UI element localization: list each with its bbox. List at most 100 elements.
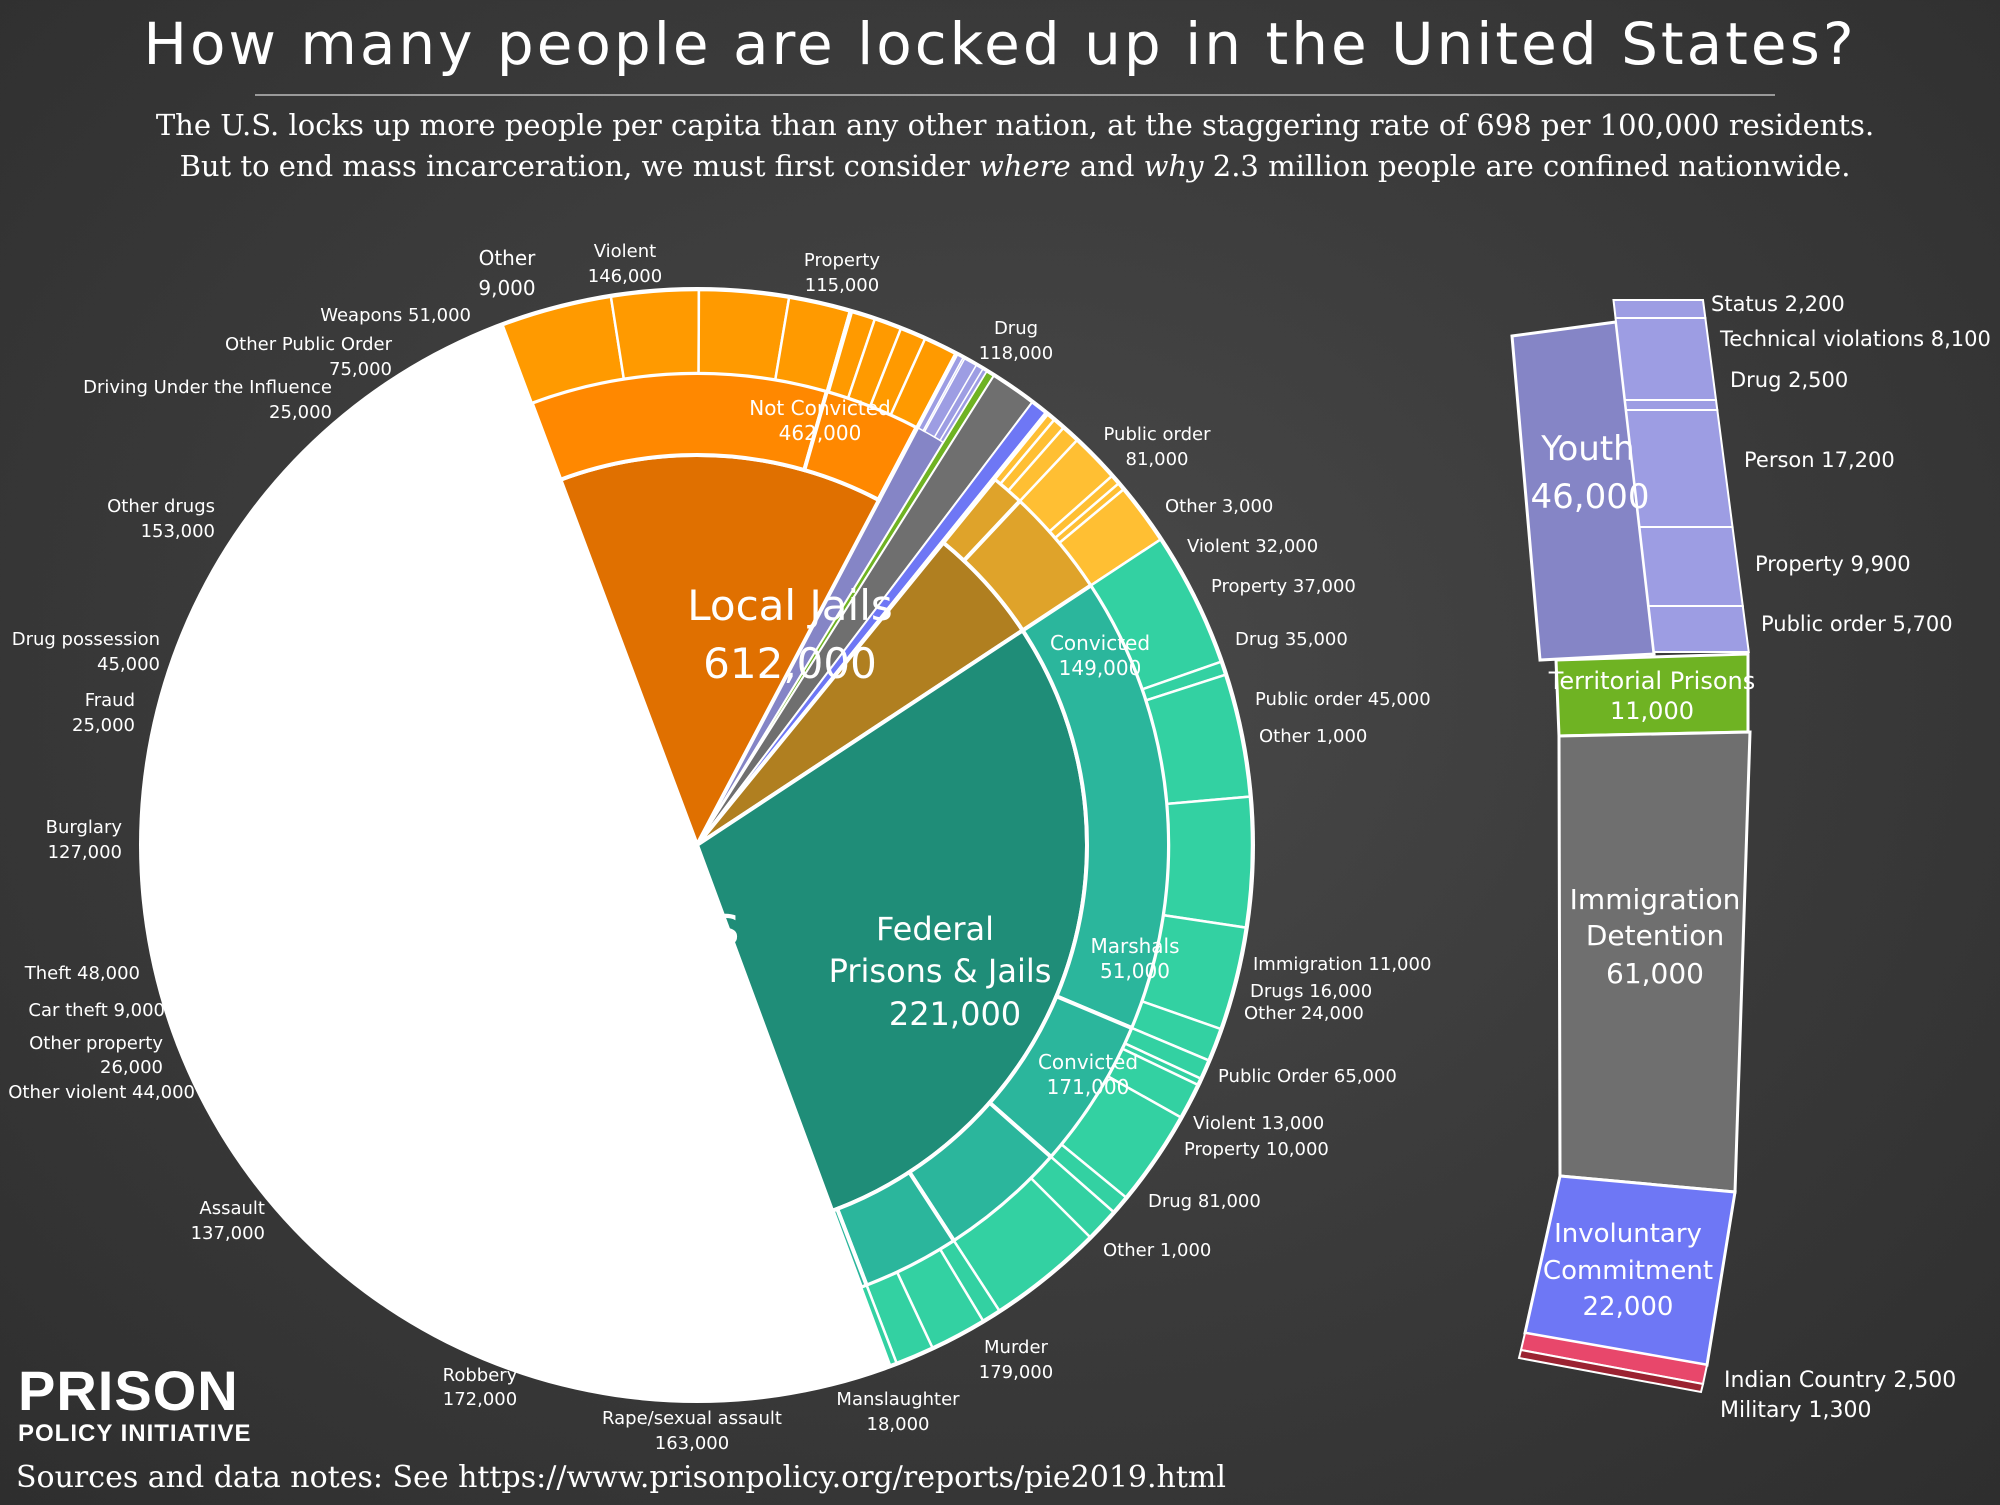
title-divider (255, 94, 1775, 96)
outer-jail-not-convicted-property (609, 288, 701, 381)
inline-label-public-order-65-000-9: Public Order 65,000 (1218, 1066, 1397, 1087)
mid-label-value-6: 51,000 (1100, 959, 1170, 983)
bar-label-involuntary-value: 22,000 (1583, 1292, 1674, 1322)
subtitle-line-1: The U.S. locks up more people per capita… (155, 108, 1875, 142)
outer-youth-public-order (939, 368, 988, 444)
bar-youth-part-drug (1623, 399, 1719, 411)
inline-label-other-24-000-8: Other 24,000 (1244, 1003, 1364, 1024)
inline-label-violent-32-000-1: Violent 32,000 (1187, 536, 1318, 557)
mid-label-value-4: 462,000 (779, 421, 862, 445)
sources-note[interactable]: Sources and data notes: See https://www.… (16, 1460, 1226, 1495)
inline-label-other-1-000-13: Other 1,000 (1103, 1240, 1211, 1261)
mid-label-value-5: 149,000 (1059, 656, 1142, 680)
chart-subtitle: The U.S. locks up more people per capita… (0, 105, 2000, 187)
label-state-prisons: State Prisons (374, 894, 740, 959)
label-federal-line1: Federal (876, 910, 994, 948)
outer-label-value-10: 25,000 (72, 715, 135, 736)
mid-label-value-7: 171,000 (1047, 1075, 1130, 1099)
outer-label-robbery-14: Robbery (443, 1365, 518, 1386)
outer-state-violent-robbery (1162, 795, 1254, 930)
mid-label-value-0: 712,000 (516, 1254, 599, 1278)
outer-label-other-0: Other (479, 246, 537, 270)
outer-label-value-3: 118,000 (979, 343, 1053, 364)
mid-label-value-2: 198,000 (259, 628, 342, 652)
inline-label-immigration-11-000-6: Immigration 11,000 (1253, 954, 1431, 975)
outer-label-other-drugs-8: Other drugs (107, 496, 215, 517)
outer-label-rape-sexual-assault-15: Rape/sexual assault (602, 1408, 782, 1429)
mid-label-violent-0: Violent (522, 1229, 592, 1253)
inline-label-other-violent-44-000-16: Other violent 44,000 (8, 1082, 195, 1103)
bar-label-youth-status: Status 2,200 (1711, 292, 1845, 316)
outer-label-burglary-11: Burglary (46, 817, 123, 838)
inline-label-property-10-000-11: Property 10,000 (1184, 1139, 1329, 1160)
outer-label-assault-13: Assault (199, 1198, 265, 1219)
label-local-jails-value: 612,000 (703, 639, 877, 688)
outer-jail-other-other (914, 352, 958, 430)
logo-subtext: POLICY INITIATIVE (18, 1420, 252, 1447)
subtitle-why: why (1143, 149, 1204, 183)
bar-youth-part-technical-violations (1614, 317, 1718, 401)
outer-label-value-12: 26,000 (100, 1057, 163, 1078)
label-federal-value: 221,000 (889, 995, 1021, 1033)
inline-label-public-order-45-000-4: Public order 45,000 (1255, 689, 1431, 710)
outer-label-value-14: 172,000 (443, 1389, 517, 1410)
outer-label-other-public-order-6: Other Public Order (225, 334, 393, 355)
mid-label-convicted-7: Convicted (1038, 1050, 1138, 1074)
subtitle-part-c: 2.3 million people are confined nationwi… (1203, 149, 1851, 183)
bar-youth-part-status (1612, 299, 1707, 319)
outer-label-fraud-10: Fraud (85, 690, 135, 711)
mid-label-not-convicted-4: Not Convicted (749, 396, 891, 420)
bar-label-immigration-value: 61,000 (1606, 957, 1704, 990)
inline-label-theft-48-000-14: Theft 48,000 (24, 963, 140, 984)
outer-label-manslaughter-16: Manslaughter (836, 1389, 960, 1410)
bar-label-immigration-line1: Immigration (1570, 883, 1741, 916)
bar-label-youth-person: Person 17,200 (1744, 448, 1895, 472)
outer-label-value-15: 163,000 (655, 1433, 729, 1454)
inline-label-drug-35-000-3: Drug 35,000 (1235, 629, 1348, 650)
bar-youth (1510, 320, 1656, 662)
outer-label-value-4: 81,000 (1126, 449, 1189, 470)
logo-wordmark: PRISON (18, 1359, 239, 1422)
outer-label-value-16: 18,000 (867, 1414, 930, 1435)
subtitle-part-a: But to end mass incarceration, we must f… (179, 149, 979, 183)
mid-label-value-3: 151,000 (424, 475, 507, 499)
outer-label-value-13: 137,000 (191, 1223, 265, 1244)
label-federal-line2: Prisons & Jails (829, 952, 1052, 990)
bar-label-indian-country: Indian Country 2,500 (1724, 1368, 1956, 1393)
mid-label-public-order-3: Public Order (404, 450, 527, 474)
outer-label-value-17: 179,000 (979, 1362, 1053, 1383)
outer-label-value-9: 45,000 (97, 654, 160, 675)
outer-label-other-property-12: Other property (29, 1033, 163, 1054)
mid-label-drug-2: Drug (276, 603, 325, 627)
mid-label-property-1: Property (213, 873, 298, 897)
outer-state-other-other (859, 1283, 899, 1367)
bar-label-territorial: Territorial Prisons (1548, 667, 1755, 695)
outer-label-violent-1: Violent (594, 241, 656, 262)
inline-label-violent-13-000-10: Violent 13,000 (1193, 1113, 1324, 1134)
label-state-prisons-value: 1,306,000 (439, 964, 724, 1029)
inline-label-property-37-000-2: Property 37,000 (1211, 576, 1356, 597)
outer-label-public-order-4: Public order (1104, 424, 1212, 445)
bar-label-involuntary-line1: Involuntary (1554, 1219, 1702, 1249)
outer-label-value-11: 127,000 (48, 842, 122, 863)
bar-label-military: Military 1,300 (1720, 1398, 1871, 1423)
bar-label-youth-technical-violations: Technical violations 8,100 (1719, 327, 1991, 351)
inline-label-other-3-000-0: Other 3,000 (1165, 496, 1273, 517)
bar-youth-part-public-order (1647, 605, 1750, 653)
inline-label-drug-81-000-12: Drug 81,000 (1148, 1191, 1261, 1212)
outer-label-value-1: 146,000 (588, 266, 662, 287)
bar-label-involuntary-line2: Commitment (1543, 1256, 1713, 1286)
outer-jail-not-convicted-drug (697, 288, 791, 381)
outer-label-value-8: 153,000 (141, 521, 215, 542)
bar-label-youth-property: Property 9,900 (1755, 552, 1911, 576)
prison-policy-logo[interactable]: PRISON POLICY INITIATIVE (18, 1362, 251, 1448)
subtitle-part-b: and (1070, 149, 1144, 183)
outer-label-value-6: 75,000 (329, 359, 392, 380)
bar-military (1517, 1348, 1705, 1394)
chart-title: How many people are locked up in the Uni… (143, 10, 1857, 78)
mid-label-marshals-6: Marshals (1090, 934, 1179, 958)
label-local-jails: Local Jails (687, 581, 893, 630)
outer-label-property-2: Property (804, 250, 881, 271)
bar-label-youth-public-order: Public order 5,700 (1761, 612, 1953, 636)
